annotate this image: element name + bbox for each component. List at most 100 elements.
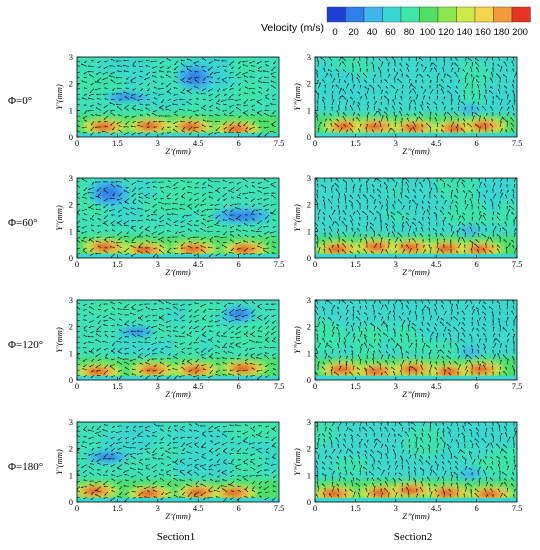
x-axis-label: Z’(mm) (165, 389, 191, 399)
x-tick-label: 6 (236, 503, 240, 513)
colorbar-swatch (382, 6, 402, 23)
panel-frame (76, 299, 280, 381)
contour-panel: 0 1.5 3 4.5 6 7.5 0 1 2 3 Z’’(mm) Y’’(mm) (292, 417, 522, 521)
y-tick-label: 2 (307, 200, 311, 210)
x-tick-label: 7.5 (274, 138, 285, 148)
colorbar-tick-label: 200 (512, 27, 528, 38)
x-tick-label: 6 (236, 259, 240, 269)
colorbar-swatches (326, 6, 531, 23)
y-tick-label: 1 (69, 348, 73, 358)
row-label-phi-60: Φ=60° (8, 217, 38, 229)
colorbar-swatch (474, 6, 494, 23)
x-tick-label: 7.5 (274, 381, 285, 391)
section1-label: Section1 (157, 531, 196, 543)
velocity-vectors (315, 178, 517, 254)
panel-frame (314, 56, 518, 138)
colorbar-tick-label: 160 (475, 27, 491, 38)
x-tick-label: 6 (474, 138, 478, 148)
x-tick-label: 7.5 (274, 503, 285, 513)
x-tick-label: 4.5 (431, 259, 442, 269)
x-tick-label: 1.5 (350, 381, 361, 391)
x-tick-label: 0 (75, 138, 79, 148)
y-tick-label: 2 (69, 200, 73, 210)
panel-frame (76, 56, 280, 138)
y-tick-label: 0 (69, 132, 73, 142)
contour-panel: 0 1.5 3 4.5 6 7.5 0 1 2 3 Z’(mm) Y’(mm) (54, 173, 285, 277)
colorbar-tick-label: 100 (420, 27, 436, 38)
y-tick-label: 3 (69, 173, 73, 183)
x-tick-label: 7.5 (274, 259, 285, 269)
x-tick-label: 6 (474, 503, 478, 513)
colorbar-tick-label: 40 (367, 27, 378, 38)
x-tick-label: 4.5 (193, 503, 204, 513)
colorbar-swatch (326, 6, 346, 23)
x-tick-label: 4.5 (193, 259, 204, 269)
x-axis-label: Z’’(mm) (402, 511, 430, 521)
y-tick-label: 0 (69, 253, 73, 263)
x-tick-label: 4.5 (431, 503, 442, 513)
x-axis-label: Z’’(mm) (402, 146, 430, 156)
y-tick-label: 0 (307, 497, 311, 507)
y-tick-label: 1 (307, 348, 311, 358)
x-tick-label: 6 (236, 138, 240, 148)
colorbar-tick-label: 140 (457, 27, 473, 38)
x-tick-label: 0 (313, 503, 317, 513)
y-tick-label: 3 (69, 295, 73, 305)
x-tick-label: 1.5 (112, 259, 123, 269)
x-tick-label: 7.5 (512, 381, 523, 391)
y-tick-label: 2 (307, 79, 311, 89)
colorbar-title: Velocity (m/s) (261, 22, 324, 34)
y-tick-label: 0 (307, 375, 311, 385)
x-tick-label: 4.5 (193, 138, 204, 148)
x-tick-label: 6 (474, 259, 478, 269)
contour-panel: 0 1.5 3 4.5 6 7.5 0 1 2 3 Z’(mm) Y’(mm) (54, 52, 284, 156)
x-tick-label: 3 (394, 259, 398, 269)
colorbar-swatch (345, 6, 365, 23)
x-tick-label: 6 (236, 381, 240, 391)
x-tick-label: 4.5 (431, 138, 442, 148)
x-tick-label: 3 (394, 503, 398, 513)
x-tick-label: 0 (75, 381, 79, 391)
y-tick-label: 1 (307, 105, 311, 115)
y-tick-label: 3 (69, 417, 73, 427)
x-axis-label: Z’’(mm) (402, 267, 430, 277)
x-tick-label: 0 (313, 381, 317, 391)
x-tick-label: 7.5 (512, 138, 523, 148)
row-label-phi-180: Φ=180° (8, 461, 43, 473)
panel-frame (314, 421, 518, 503)
y-axis-label: Y’’(mm) (292, 204, 302, 232)
y-tick-label: 3 (307, 52, 311, 62)
y-tick-label: 1 (69, 226, 73, 236)
y-tick-label: 3 (69, 52, 73, 62)
y-tick-label: 1 (307, 470, 311, 480)
colorbar-tick-label: 120 (438, 27, 454, 38)
colorbar-tick-label: 60 (385, 27, 396, 38)
y-axis-label: Y’’(mm) (292, 83, 302, 111)
contour-panel: 0 1.5 3 4.5 6 7.5 0 1 2 3 Z’’(mm) Y’’(mm) (292, 52, 523, 156)
panel-frame (314, 177, 518, 259)
row-label-phi-0: Φ=0° (8, 95, 32, 107)
x-tick-label: 0 (75, 259, 79, 269)
y-tick-label: 1 (307, 226, 311, 236)
x-tick-label: 1.5 (112, 503, 123, 513)
y-axis-label: Y’(mm) (54, 449, 64, 475)
velocity-vectors (77, 178, 277, 258)
y-tick-label: 1 (69, 470, 73, 480)
y-tick-label: 0 (69, 497, 73, 507)
contour-panel: 0 1.5 3 4.5 6 7.5 0 1 2 3 Z’’(mm) Y’’(mm) (292, 173, 522, 277)
x-tick-label: 3 (156, 138, 160, 148)
colorbar-tick-label: 80 (404, 27, 415, 38)
y-tick-label: 2 (69, 444, 73, 454)
velocity-vectors (77, 300, 277, 380)
colorbar-tick-label: 20 (348, 27, 359, 38)
y-tick-label: 2 (69, 322, 73, 332)
y-tick-label: 1 (69, 105, 73, 115)
x-tick-label: 1.5 (112, 138, 123, 148)
colorbar-ticks: 0 20 40 60 80 100 120 140 160 180 200 (332, 27, 528, 38)
colorbar-swatch (419, 6, 439, 23)
x-tick-label: 1.5 (350, 259, 361, 269)
x-tick-label: 0 (313, 259, 317, 269)
velocity-vectors (315, 422, 517, 498)
colorbar-swatch (493, 6, 513, 23)
